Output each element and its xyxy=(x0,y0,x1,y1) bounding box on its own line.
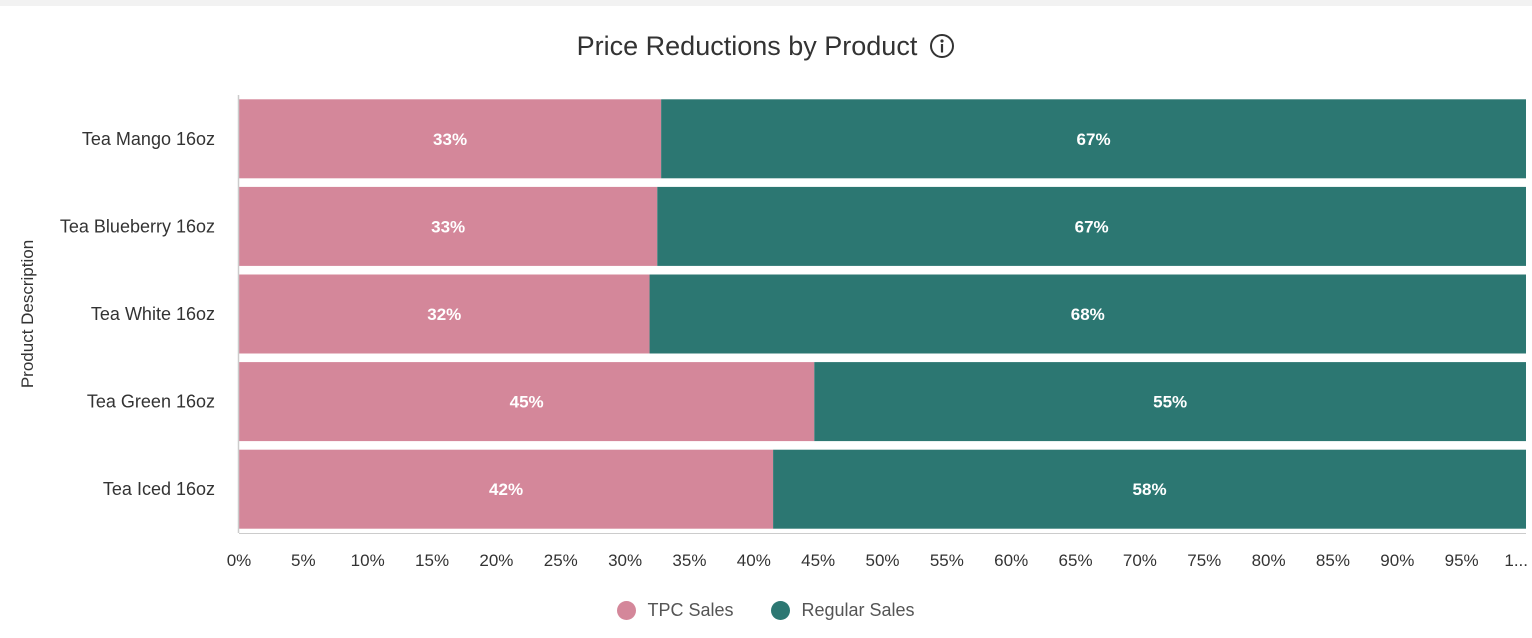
data-label: 58% xyxy=(1133,480,1167,499)
x-tick-label: 90% xyxy=(1380,551,1414,570)
category-label: Tea Iced 16oz xyxy=(103,479,215,499)
bar-segment[interactable] xyxy=(239,449,774,529)
category-label: Tea Green 16oz xyxy=(87,392,215,412)
data-label: 55% xyxy=(1153,393,1187,412)
x-tick-label: 75% xyxy=(1187,551,1221,570)
x-tick-label: 65% xyxy=(1059,551,1093,570)
data-label: 45% xyxy=(510,393,544,412)
y-axis-title: Product Description xyxy=(18,240,37,388)
x-tick-label: 5% xyxy=(291,551,316,570)
legend-swatch xyxy=(617,600,637,620)
x-tick-label: 25% xyxy=(544,551,578,570)
info-circle-icon[interactable] xyxy=(929,33,955,59)
x-tick-label: 55% xyxy=(930,551,964,570)
chart-legend: TPC Sales Regular Sales xyxy=(0,596,1532,624)
x-tick-label: 85% xyxy=(1316,551,1350,570)
bar-segment[interactable] xyxy=(239,186,658,266)
x-tick-label: 95% xyxy=(1445,551,1479,570)
bar-segment[interactable] xyxy=(661,99,1526,179)
data-label: 33% xyxy=(431,217,465,236)
bar-segment[interactable] xyxy=(649,274,1526,354)
bar-segment[interactable] xyxy=(657,186,1526,266)
x-tick-label: 50% xyxy=(865,551,899,570)
bar-segment[interactable] xyxy=(814,362,1526,442)
top-strip xyxy=(0,0,1532,6)
x-tick-label: 80% xyxy=(1252,551,1286,570)
x-tick-label: 30% xyxy=(608,551,642,570)
x-tick-label: 10% xyxy=(351,551,385,570)
category-label: Tea Mango 16oz xyxy=(82,129,215,149)
x-tick-label: 70% xyxy=(1123,551,1157,570)
x-tick-label: 15% xyxy=(415,551,449,570)
x-tick-label: 0% xyxy=(227,551,252,570)
legend-swatch xyxy=(771,600,791,620)
x-tick-label: 20% xyxy=(479,551,513,570)
data-label: 42% xyxy=(489,480,523,499)
legend-label: TPC Sales xyxy=(647,599,734,620)
data-label: 67% xyxy=(1077,130,1111,149)
bar-segment[interactable] xyxy=(239,274,650,354)
legend-item[interactable]: Regular Sales xyxy=(771,599,915,621)
bar-segment[interactable] xyxy=(239,362,815,442)
bar-segment[interactable] xyxy=(773,449,1526,529)
data-label: 32% xyxy=(427,305,461,324)
category-label: Tea White 16oz xyxy=(91,304,215,324)
x-tick-label: 40% xyxy=(737,551,771,570)
data-label: 68% xyxy=(1071,305,1105,324)
data-label: 67% xyxy=(1075,217,1109,236)
bar-segment[interactable] xyxy=(239,99,662,179)
category-label: Tea Blueberry 16oz xyxy=(60,216,215,236)
x-tick-label: 60% xyxy=(994,551,1028,570)
chart-header: Price Reductions by Product xyxy=(0,26,1532,66)
data-label: 33% xyxy=(433,130,467,149)
stacked-bar-chart: 33% 67% Tea Mango 16oz 33% 67% Tea Blueberry … xyxy=(18,95,1528,570)
x-tick-label: 35% xyxy=(672,551,706,570)
chart-title: Price Reductions by Product xyxy=(576,30,918,61)
x-tick-label: 1... xyxy=(1504,551,1528,570)
legend-item[interactable]: TPC Sales xyxy=(617,600,733,621)
x-tick-label: 45% xyxy=(801,551,835,570)
legend-label: Regular Sales xyxy=(801,599,915,620)
